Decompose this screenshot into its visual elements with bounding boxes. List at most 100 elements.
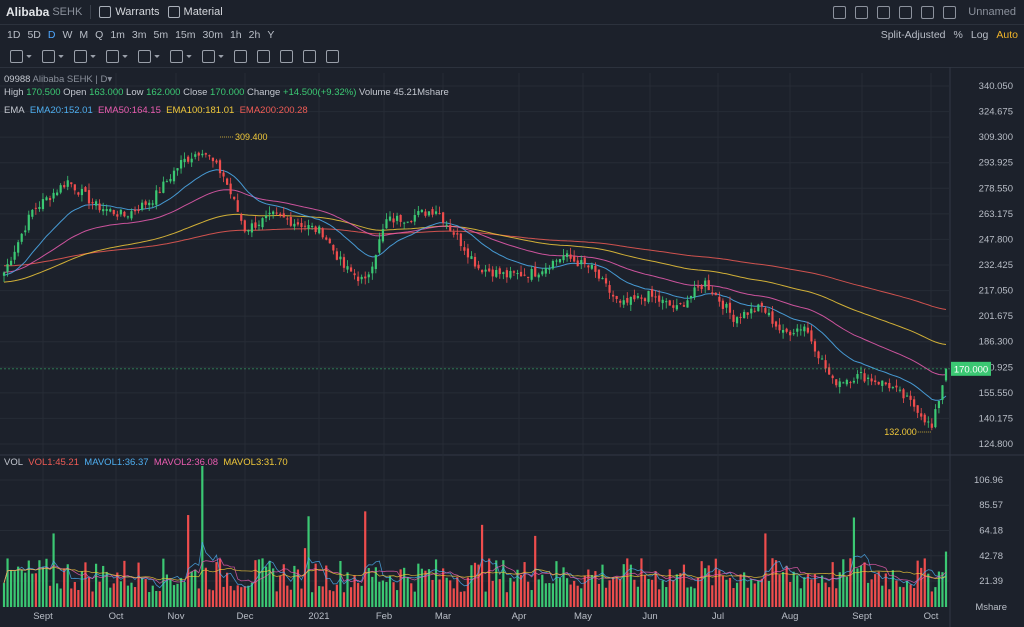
candle-body (24, 230, 27, 233)
volume-bar (31, 573, 34, 607)
chevron-down-icon[interactable] (58, 54, 64, 58)
chevron-down-icon[interactable] (154, 54, 160, 58)
candle-body (895, 385, 898, 388)
layout-name-dropdown[interactable]: Unnamed (968, 6, 1016, 18)
chevron-down-icon[interactable] (122, 54, 128, 58)
candle-body (537, 274, 540, 278)
candle-body (229, 183, 232, 195)
volume-bar (675, 574, 678, 607)
warrants-button[interactable]: Warrants (99, 6, 160, 18)
chevron-down-icon[interactable] (26, 54, 32, 58)
timeframe-d[interactable]: D (47, 29, 56, 41)
timeframe-w[interactable]: W (62, 29, 73, 41)
log-toggle[interactable]: Log (970, 29, 989, 41)
symbol-exchange: SEHK (66, 74, 93, 85)
volume-bar (863, 562, 866, 607)
candle-body (548, 268, 551, 270)
chart-template-icon[interactable] (833, 5, 847, 19)
candle-body (803, 326, 806, 332)
candle-body (767, 312, 771, 316)
timeframe-15m[interactable]: 15m (175, 29, 196, 41)
pattern-icon[interactable] (74, 49, 87, 63)
chevron-down-icon[interactable] (218, 54, 224, 58)
volume-bar (686, 587, 689, 607)
candle-body (151, 203, 154, 205)
volume-bar (2, 583, 6, 607)
volume-bar (236, 585, 239, 607)
volume-bar (378, 581, 381, 607)
timeframe-5d[interactable]: 5D (27, 29, 41, 41)
symbol-title[interactable]: Alibaba (6, 5, 50, 19)
brush-icon[interactable] (234, 49, 247, 63)
candle-body (874, 380, 877, 383)
fibonacci-icon[interactable] (106, 49, 119, 63)
candle-body (774, 321, 778, 327)
candle-body (728, 302, 732, 313)
interval-label[interactable]: D (100, 74, 108, 85)
volume-bar (456, 577, 459, 607)
candle-body (321, 228, 324, 238)
candle-body (704, 280, 707, 287)
volume-bar (141, 577, 144, 607)
material-button[interactable]: Material (167, 6, 223, 18)
candle-body (395, 215, 399, 221)
measure-icon[interactable] (202, 49, 215, 63)
grid-layout-icon[interactable] (921, 5, 935, 19)
lock-icon[interactable] (257, 49, 270, 63)
volume-bar (927, 573, 930, 607)
chevron-down-icon[interactable]: ▾ (107, 74, 113, 85)
magnet-icon[interactable] (303, 49, 316, 63)
eye-icon[interactable] (280, 49, 293, 63)
volume-bar (519, 574, 523, 607)
volume-bar (282, 564, 285, 607)
timeframe-5m[interactable]: 5m (153, 29, 169, 41)
chart-options: Split-Adjusted % Log Auto (873, 25, 1018, 45)
arrow-icon[interactable] (138, 49, 151, 63)
ema-legend[interactable]: EMA EMA20:152.01 EMA50:164.15 EMA100:181… (4, 105, 308, 116)
volume-bar (293, 565, 296, 607)
volume-bar (658, 589, 661, 607)
percent-toggle[interactable]: % (953, 29, 963, 41)
fullscreen-icon[interactable] (943, 5, 957, 19)
gear-icon[interactable] (899, 5, 913, 19)
rectangle-icon[interactable] (42, 49, 55, 63)
candle-body (612, 294, 615, 297)
volume-bar (151, 585, 154, 607)
volume-bar (194, 569, 197, 607)
timeframe-30m[interactable]: 30m (202, 29, 223, 41)
candle-body (243, 220, 246, 232)
candle-body (541, 271, 544, 275)
time-tick-label: Nov (168, 611, 185, 622)
timeframe-y[interactable]: Y (267, 29, 275, 41)
text-tool-icon[interactable] (170, 49, 183, 63)
trash-icon[interactable] (326, 49, 339, 63)
timeframe-1h[interactable]: 1h (229, 29, 242, 41)
ema20-label: EMA20:152.01 (29, 105, 93, 116)
timeframe-3m[interactable]: 3m (131, 29, 147, 41)
volume-bar (700, 561, 703, 607)
auto-toggle[interactable]: Auto (996, 29, 1018, 41)
volume-legend[interactable]: VOL VOL1:45.21 MAVOL1:36.37 MAVOL2:36.08… (4, 457, 288, 468)
split-adjusted-dropdown[interactable]: Split-Adjusted (880, 29, 946, 41)
timeframe-m[interactable]: M (79, 29, 89, 41)
edit-icon[interactable] (855, 5, 869, 19)
timeframe-1m[interactable]: 1m (110, 29, 125, 41)
timeframe-q[interactable]: Q (95, 29, 104, 41)
trend-line-icon[interactable] (10, 49, 23, 63)
timeframe-2h[interactable]: 2h (248, 29, 261, 41)
candle-body (859, 371, 863, 374)
volume-bar (374, 567, 377, 607)
volume-bar (512, 581, 516, 607)
refresh-icon[interactable] (877, 5, 891, 19)
volume-bar (229, 585, 232, 607)
chevron-down-icon[interactable] (90, 54, 96, 58)
volume-bar (488, 558, 491, 607)
candle-body (63, 185, 66, 188)
chevron-down-icon[interactable] (186, 54, 192, 58)
candle-body (392, 218, 395, 223)
timeframe-1d[interactable]: 1D (7, 29, 21, 41)
candle-body (679, 303, 682, 305)
volume-bar (388, 575, 392, 607)
price-tick-label: 201.675 (979, 311, 1013, 322)
